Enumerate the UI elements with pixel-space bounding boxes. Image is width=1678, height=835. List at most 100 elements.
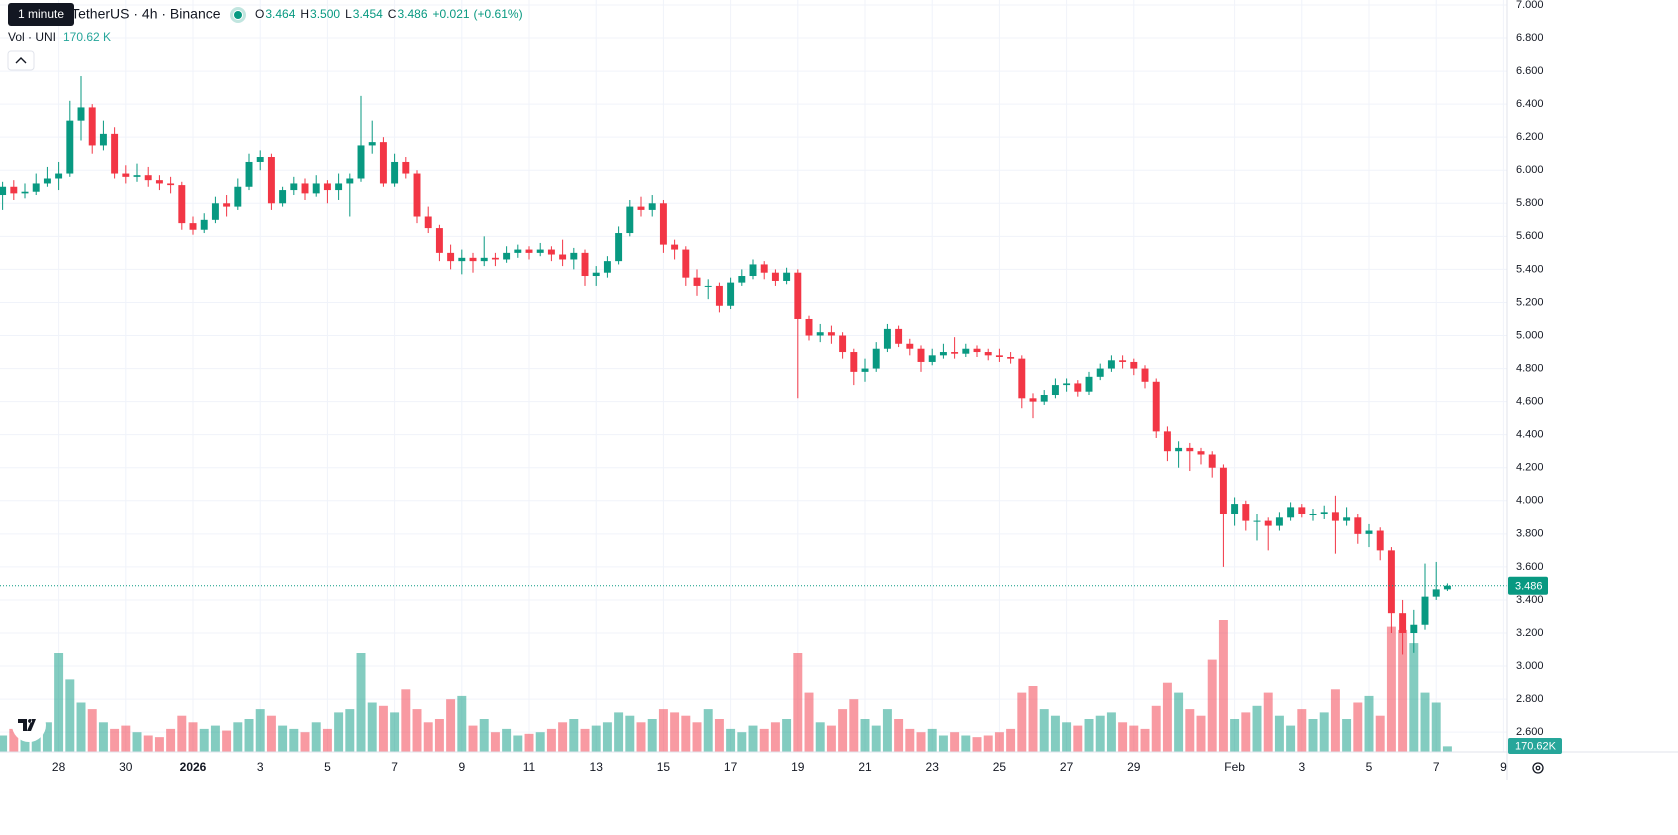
candle-body [503,252,511,260]
last-price-badge [1508,576,1548,595]
candle-body [1063,383,1071,386]
volume-bar [132,732,142,752]
candle-body [939,352,947,356]
volume-bar [961,735,971,752]
candle-body [637,206,645,210]
candle-body [21,191,29,194]
candle-body [727,282,735,306]
x-tick-label: 11 [523,760,536,774]
volume-bar [580,728,590,752]
candle-body [234,186,242,207]
candle-body [1018,358,1026,399]
volume-bar [255,709,265,752]
y-tick-label: 5.600 [1516,230,1544,242]
candle-body [1410,624,1418,634]
candle-body [155,180,163,184]
x-tick-label: 30 [119,760,133,774]
volume-bar [647,719,657,752]
candle-body [55,173,63,179]
volume-bar [446,699,456,752]
y-tick-label: 2.800 [1516,693,1544,705]
volume-bar [1308,719,1318,752]
volume-bar [972,737,982,752]
volume-bar [927,728,937,752]
candle-body [0,186,7,196]
volume-bar [244,719,254,752]
volume-bar [9,728,19,752]
volume-bar [1084,719,1094,752]
candle-body [458,257,466,262]
volume-bar [1241,712,1251,752]
volume-bar [434,719,444,752]
candle-body [245,161,253,187]
volume-bar [1095,715,1105,752]
volume-bar [714,719,724,752]
volume-bar [233,722,243,752]
candle-body [1365,530,1373,534]
y-tick-label: 4.200 [1516,462,1544,474]
candle-body [794,272,802,319]
candle-body [1175,447,1183,452]
candle-body [1119,360,1127,362]
legend-header: UNITetherUS · 4h · Binance 1 minute Vol … [7,3,523,71]
volume-bar [1353,702,1363,752]
volume-bar [1286,725,1296,752]
candle-body [917,348,925,362]
volume-bar [110,728,120,752]
candle-body [256,157,264,162]
x-tick-label: 5 [324,760,331,774]
volume-bar [983,735,993,752]
candle-body [122,173,130,177]
candle-body [682,249,690,278]
volume-bar [546,728,556,752]
y-tick-label: 5.000 [1516,329,1544,341]
y-tick-label: 4.400 [1516,429,1544,441]
candle-body [1399,613,1407,634]
volume-bar [748,725,758,752]
volume-bar [1442,746,1452,752]
candle-body [626,206,634,234]
grid [0,0,1507,752]
volume-bar [860,719,870,752]
candle-body [615,233,623,262]
volume-bar [121,725,131,752]
volume-bar [1297,709,1307,752]
candle-body [603,261,611,273]
volume-bar [1039,709,1049,752]
candle-body [1208,454,1216,468]
candle-body [1331,512,1339,521]
candle-body [738,276,746,283]
volume-badge [1508,738,1562,754]
volume-bar [65,679,75,752]
logo-bg [12,708,46,742]
settings-icon[interactable] [1532,762,1544,774]
x-tick-label: Feb [1224,760,1245,774]
ohlc-letter: H [300,7,309,21]
candle-body [525,249,533,253]
volume-bar [266,715,276,752]
x-tick-label: 19 [791,760,805,774]
volume-bar [1140,728,1150,752]
volume-bar [1330,689,1340,752]
candle-body [77,107,85,121]
volume-bar [1207,659,1217,752]
volume-bar [838,709,848,752]
candle-body [491,257,499,260]
candle-body [715,285,723,306]
volume-bar [289,728,299,752]
volume-bar [278,725,288,752]
volume-bar [804,692,814,752]
volume-bar [1129,725,1139,752]
candle-body [1107,360,1115,369]
volume-bar [1151,705,1161,752]
collapse-button[interactable] [7,50,35,71]
candle-body [704,285,712,287]
tv-logo [12,708,46,742]
candle-body [1074,383,1082,392]
x-tick-label: 13 [590,760,604,774]
y-tick-label: 3.800 [1516,528,1544,540]
ohlc-value: 3.464 [265,7,295,21]
x-tick-label: 27 [1060,760,1074,774]
y-tick-label: 6.200 [1516,131,1544,143]
plot-area [0,76,1507,752]
